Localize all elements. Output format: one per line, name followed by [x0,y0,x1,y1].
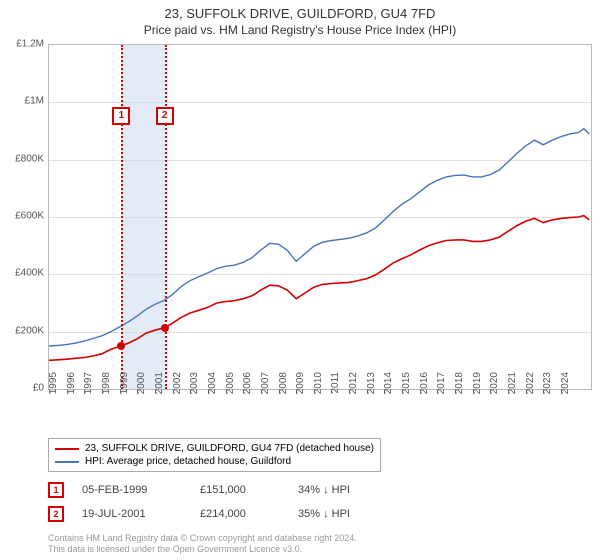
x-tick-label: 2021 [507,372,518,412]
legend-label: HPI: Average price, detached house, Guil… [85,456,291,467]
y-tick-label: £1M [4,96,44,107]
chart-title: 23, SUFFOLK DRIVE, GUILDFORD, GU4 7FD [0,0,600,21]
event-dot-2 [161,324,169,332]
event-table-row: 2 19-JUL-2001 £214,000 35% ↓ HPI [48,502,398,526]
event-price: £151,000 [200,484,280,496]
x-tick-label: 2008 [278,372,289,412]
event-line-1 [121,45,123,389]
x-tick-label: 2023 [542,372,553,412]
event-pct: 35% ↓ HPI [298,508,398,520]
x-tick-label: 2003 [189,372,200,412]
footer-line2: This data is licensed under the Open Gov… [48,544,357,556]
x-tick-label: 2014 [383,372,394,412]
legend-swatch [55,448,79,450]
x-tick-label: 1996 [66,372,77,412]
x-tick-label: 2009 [295,372,306,412]
chart-subtitle: Price paid vs. HM Land Registry's House … [0,21,600,41]
x-tick-label: 2007 [260,372,271,412]
footer-attribution: Contains HM Land Registry data © Crown c… [48,533,357,556]
x-tick-label: 2016 [419,372,430,412]
x-tick-label: 2013 [366,372,377,412]
event-date: 05-FEB-1999 [82,484,182,496]
y-tick-label: £0 [4,383,44,394]
x-tick-label: 2020 [489,372,500,412]
event-pct: 34% ↓ HPI [298,484,398,496]
x-tick-label: 2022 [525,372,536,412]
legend-swatch [55,461,79,463]
legend-row: 23, SUFFOLK DRIVE, GUILDFORD, GU4 7FD (d… [55,442,374,455]
x-tick-label: 2012 [348,372,359,412]
event-price: £214,000 [200,508,280,520]
x-tick-label: 2001 [154,372,165,412]
event-table-row: 1 05-FEB-1999 £151,000 34% ↓ HPI [48,478,398,502]
x-tick-label: 2015 [401,372,412,412]
x-tick-label: 2011 [330,372,341,412]
chart-container: 23, SUFFOLK DRIVE, GUILDFORD, GU4 7FD Pr… [0,0,600,560]
x-tick-label: 2000 [136,372,147,412]
x-tick-label: 2019 [472,372,483,412]
event-dot-1 [117,342,125,350]
x-tick-label: 2010 [313,372,324,412]
legend-row: HPI: Average price, detached house, Guil… [55,455,374,468]
y-tick-label: £800K [4,153,44,164]
x-tick-label: 2002 [172,372,183,412]
event-marker-1: 1 [112,107,130,125]
x-tick-label: 2017 [436,372,447,412]
x-tick-label: 2006 [242,372,253,412]
x-tick-label: 2024 [560,372,571,412]
y-tick-label: £400K [4,268,44,279]
legend: 23, SUFFOLK DRIVE, GUILDFORD, GU4 7FD (d… [48,438,381,472]
y-tick-label: £600K [4,211,44,222]
event-date: 19-JUL-2001 [82,508,182,520]
event-table-marker: 1 [48,482,64,498]
series-price_paid [49,216,589,361]
event-marker-2: 2 [156,107,174,125]
x-tick-label: 1999 [119,372,130,412]
line-layer [49,45,591,389]
x-tick-label: 1995 [48,372,59,412]
x-tick-label: 1998 [101,372,112,412]
event-line-2 [165,45,167,389]
x-tick-label: 2018 [454,372,465,412]
plot-area: 12 [48,44,592,390]
legend-label: 23, SUFFOLK DRIVE, GUILDFORD, GU4 7FD (d… [85,443,374,454]
x-tick-label: 1997 [83,372,94,412]
x-tick-label: 2005 [225,372,236,412]
x-tick-label: 2004 [207,372,218,412]
series-hpi [49,129,589,346]
y-tick-label: £200K [4,325,44,336]
event-table: 1 05-FEB-1999 £151,000 34% ↓ HPI 2 19-JUL-200… [48,478,398,526]
event-table-marker: 2 [48,506,64,522]
y-tick-label: £1.2M [4,39,44,50]
footer-line1: Contains HM Land Registry data © Crown c… [48,533,357,545]
